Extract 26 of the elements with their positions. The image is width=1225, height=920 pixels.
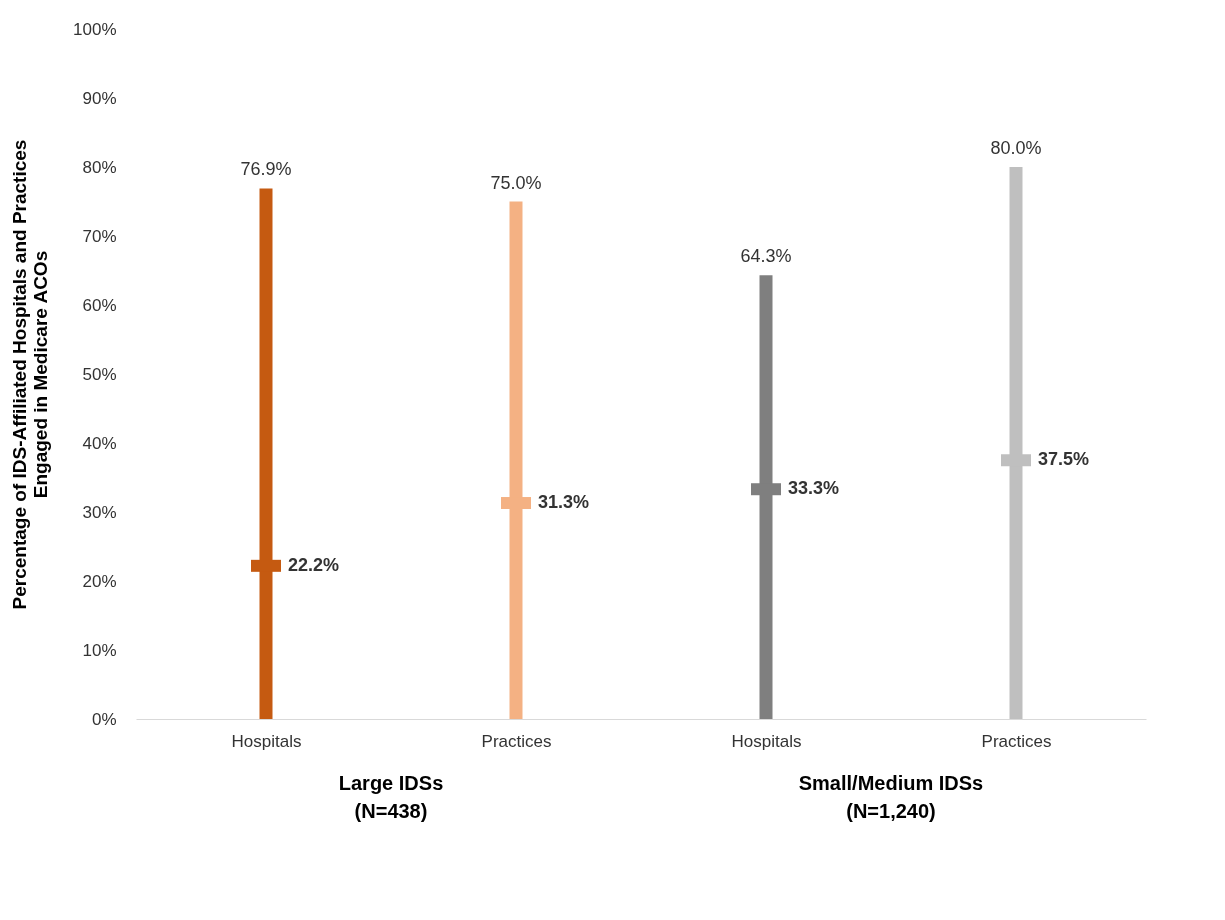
data-label: 37.5%	[1038, 449, 1090, 470]
data-label: 76.9%	[240, 159, 292, 180]
y-tick-label: 60%	[82, 295, 117, 315]
x-tick-label: Hospitals	[731, 731, 802, 751]
y-tick-label: 100%	[73, 19, 117, 39]
y-tick-label: 80%	[82, 157, 117, 177]
y-axis-title: Percentage of IDS-Affiliated Hospitals and Practices Engaged in Medicare ACOs	[9, 139, 52, 610]
text: Small/Medium IDSs (N=1,240)	[798, 772, 984, 822]
data-label: 33.3%	[788, 478, 840, 499]
x-tick-label: Practices	[481, 731, 552, 751]
data-label: 75.0%	[490, 172, 542, 193]
data-label: 31.3%	[538, 492, 590, 513]
data-label: 64.3%	[740, 246, 792, 267]
y-tick-label: 70%	[82, 226, 117, 246]
y-tick-label: 20%	[82, 571, 117, 591]
y-tick-label: 40%	[82, 433, 117, 453]
y-tick-label: 90%	[82, 88, 117, 108]
y-tick-label: 0%	[91, 709, 117, 729]
y-tick-label: 50%	[82, 364, 117, 384]
data-label: 22.2%	[288, 554, 340, 575]
y-tick-label: 10%	[82, 640, 117, 660]
data-label: 80.0%	[990, 138, 1042, 158]
text: Large IDSs (N=438)	[338, 772, 444, 822]
x-tick-label: Hospitals	[231, 731, 302, 751]
x-tick-label: Practices	[981, 731, 1052, 751]
y-tick-label: 30%	[82, 502, 117, 522]
